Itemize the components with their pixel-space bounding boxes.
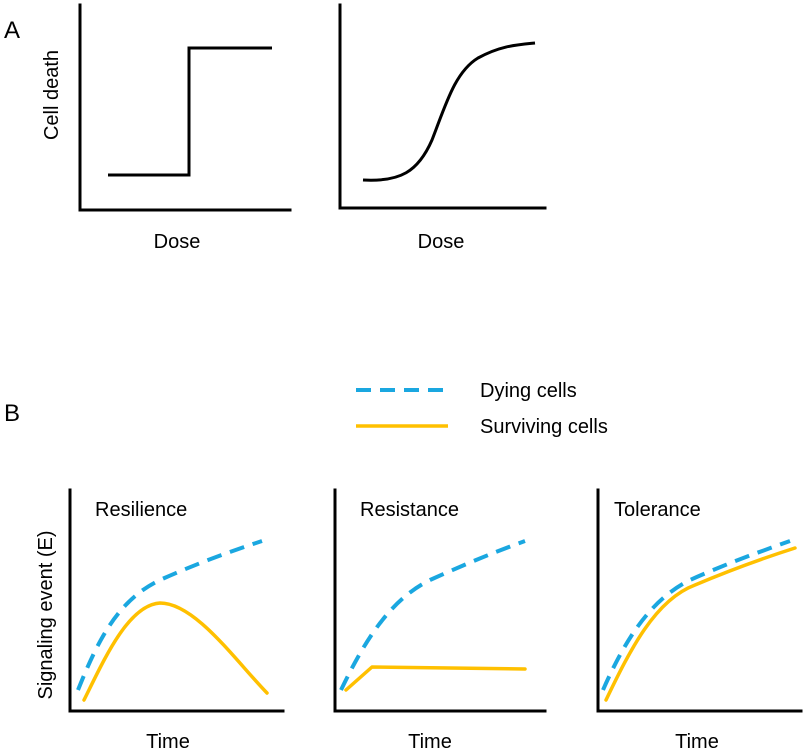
panel-b-letter: B <box>4 400 20 427</box>
chart-a-step-x-label: Dose <box>154 231 201 253</box>
resistance-dying-curve <box>339 539 526 691</box>
legend-dying-label: Dying cells <box>480 380 577 402</box>
tolerance-dying-curve <box>601 539 791 691</box>
step-curve <box>108 46 272 177</box>
chart-tolerance-x-label: Time <box>675 731 719 752</box>
chart-a-sigmoid-x-label: Dose <box>418 231 465 253</box>
chart-tolerance-title: Tolerance <box>614 499 701 521</box>
panel-b: B Dying cells Surviving cells Signaling … <box>4 380 803 752</box>
sigmoid-curve <box>362 41 536 182</box>
chart-resistance-x-label: Time <box>408 731 452 752</box>
chart-tolerance-axes <box>596 488 803 713</box>
panel-a-letter: A <box>4 17 20 44</box>
panel-b-y-axis-label: Signaling event (E) <box>35 531 57 700</box>
chart-a-step-axes <box>78 3 292 212</box>
chart-resilience-title: Resilience <box>95 499 187 521</box>
tolerance-surviving-curve <box>604 546 797 702</box>
chart-resistance-axes <box>333 488 547 713</box>
chart-tolerance: Tolerance Time <box>596 488 803 752</box>
chart-resilience: Resilience Time <box>68 488 285 752</box>
resilience-surviving-curve <box>82 601 269 702</box>
resilience-dying-curve <box>76 539 263 691</box>
chart-resilience-axes <box>68 488 285 713</box>
chart-a-sigmoid: Dose <box>338 3 547 253</box>
chart-resilience-x-label: Time <box>146 731 190 752</box>
panel-a-y-axis-label: Cell death <box>41 50 63 140</box>
chart-resistance-title: Resistance <box>360 499 459 521</box>
chart-a-sigmoid-axes <box>338 3 547 210</box>
legend-surviving-label: Surviving cells <box>480 416 608 438</box>
panel-a: A Cell death Dose Dose <box>4 3 547 253</box>
chart-resistance: Resistance Time <box>333 488 547 752</box>
resistance-surviving-curve <box>344 665 527 692</box>
legend: Dying cells Surviving cells <box>356 380 608 438</box>
chart-a-step: Dose <box>78 3 292 253</box>
